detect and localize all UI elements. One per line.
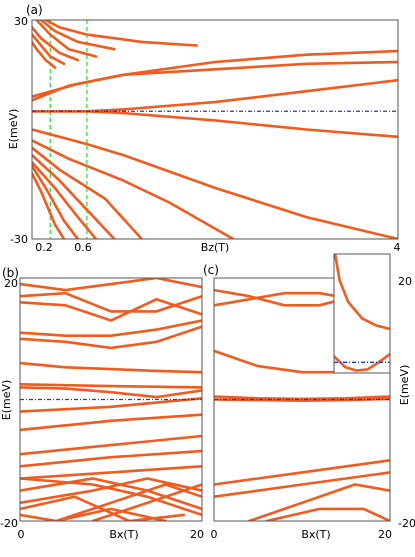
- panel-b-xtick-20: 20: [190, 528, 204, 541]
- band-line-b-20: [20, 507, 167, 521]
- panel-a: (a) 30 -30 E(meV) 0.2 0.6 4 Bz(T): [7, 3, 401, 254]
- band-line-b-7: [20, 291, 202, 313]
- panel-a-ytick-bottom: -30: [10, 233, 28, 246]
- band-line-a-10: [32, 164, 80, 239]
- panel-b-xtick-0: 0: [18, 528, 25, 541]
- band-line-a-15: [32, 26, 80, 62]
- band-line-b-6: [20, 297, 202, 322]
- band-line-a-16: [32, 33, 66, 66]
- band-line-b-9: [20, 397, 202, 413]
- panel-b-ylabel: E(meV): [0, 380, 13, 421]
- band-line-b-14: [20, 477, 202, 517]
- panel-a-plot-area: [32, 20, 398, 239]
- band-line-b-8: [20, 278, 202, 292]
- inset: [334, 254, 390, 373]
- panel-c-label: (c): [203, 263, 219, 277]
- panel-a-xtick-0.2: 0.2: [35, 241, 53, 254]
- panel-a-frame: [31, 19, 399, 240]
- panel-c-xlabel: Bx(T): [301, 528, 330, 541]
- band-line-b-3: [20, 361, 202, 374]
- panel-b: (b) 20 -20 E(meV) 0 20 Bx(T): [0, 266, 204, 541]
- band-line-b-4: [20, 325, 202, 350]
- panel-a-xlabel: Bz(T): [201, 241, 230, 254]
- panel-a-ylabel: E(meV): [7, 109, 20, 150]
- band-line-a-13: [39, 20, 116, 51]
- band-line-b-16: [20, 477, 202, 505]
- band-line-a-5: [32, 128, 398, 239]
- panel-a-xtick-0.6: 0.6: [74, 241, 92, 254]
- panel-a-ytick-top: 30: [14, 15, 28, 28]
- band-line-a-14: [35, 20, 98, 58]
- band-line-c-8: [247, 483, 390, 521]
- band-line-b-12: [20, 449, 202, 468]
- band-line-a-6: [32, 139, 235, 239]
- panel-b-plot-area: [20, 278, 202, 521]
- panel-b-frame: [19, 277, 203, 522]
- inset-frame: [333, 253, 391, 374]
- band-line-b-2: [20, 383, 202, 389]
- inset-plot-area: [334, 254, 390, 372]
- panel-c-xtick-0: 0: [211, 528, 218, 541]
- inset-band-line-2: [334, 352, 390, 372]
- panel-c-ytick-bottom: -20: [398, 517, 415, 530]
- band-line-c-9: [265, 507, 390, 521]
- band-line-a-17: [32, 40, 57, 69]
- band-line-b-11: [20, 434, 202, 456]
- panel-b-label: (b): [2, 266, 19, 280]
- band-line-a-8: [32, 153, 116, 239]
- panel-c: (c) 20 -20 E(meV) 0 20 Bx(T): [203, 253, 415, 541]
- panel-c-frame: [213, 277, 391, 522]
- panel-a-label: (a): [26, 3, 43, 17]
- band-line-b-10: [20, 413, 202, 432]
- band-line-a-12: [44, 20, 198, 47]
- band-line-b-13: [20, 465, 202, 480]
- band-line-b-1: [20, 386, 202, 399]
- panel-c-ytick-top: 20: [398, 275, 412, 288]
- panel-a-xtick-4: 4: [394, 241, 401, 254]
- band-line-a-7: [32, 146, 144, 239]
- panel-c-xtick-20: 20: [378, 528, 392, 541]
- panel-c-ylabel: E(meV): [398, 365, 411, 406]
- inset-background: [334, 254, 390, 373]
- panel-b-ytick-bottom: -20: [0, 517, 18, 530]
- band-line-c-7: [214, 471, 390, 498]
- band-line-c-6: [214, 459, 390, 486]
- band-line-a-9: [32, 161, 98, 239]
- band-line-a-2: [32, 60, 398, 102]
- band-line-b-5: [20, 319, 202, 337]
- panel-b-xlabel: Bx(T): [109, 528, 138, 541]
- band-line-b-19: [91, 483, 202, 521]
- panel-b-ytick-top: 20: [4, 277, 18, 290]
- band-line-a-11: [32, 172, 66, 239]
- inset-band-line-1: [334, 254, 390, 331]
